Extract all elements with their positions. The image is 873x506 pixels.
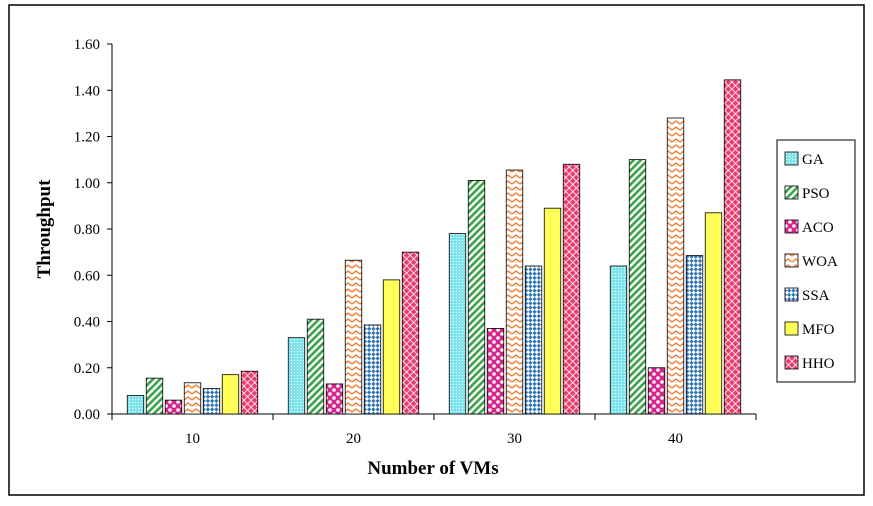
legend: GA PSO ACO WOA SSA MFO HHO (776, 139, 856, 383)
bar-woa-40 (666, 117, 685, 415)
legend-swatch-hho (784, 355, 799, 370)
legend-label-ssa: SSA (802, 288, 830, 304)
y-tick-label: 1.40 (74, 83, 100, 99)
bar-pso-10 (145, 377, 164, 415)
legend-label-aco: ACO (802, 220, 834, 236)
bars (126, 79, 742, 415)
bar-ssa-20 (363, 324, 382, 415)
bar-ssa-10 (202, 388, 221, 415)
y-tick-label: 1.20 (74, 130, 100, 146)
y-tick-label: 0.20 (74, 361, 100, 377)
legend-swatch-ga (784, 151, 799, 166)
bar-pso-40 (628, 159, 647, 415)
legend-label-pso: PSO (802, 186, 830, 202)
bar-woa-30 (505, 169, 524, 415)
bar-ga-30 (448, 233, 467, 415)
bar-ga-10 (126, 395, 145, 415)
bar-aco-20 (325, 383, 344, 415)
bar-pso-20 (306, 318, 325, 415)
legend-label-mfo: MFO (802, 322, 835, 338)
bar-hho-10 (240, 370, 259, 415)
legend-swatch-aco (784, 219, 799, 234)
bar-pso-30 (467, 180, 486, 415)
bar-mfo-20 (382, 279, 401, 415)
y-tick-label: 1.00 (74, 176, 100, 192)
bar-woa-10 (183, 382, 202, 415)
bar-mfo-30 (543, 207, 562, 415)
bar-mfo-10 (221, 374, 240, 415)
y-axis-label: Throughput (34, 179, 55, 279)
legend-swatch-mfo (784, 321, 799, 336)
legend-label-ga: GA (802, 152, 824, 168)
legend-swatch-ssa (784, 287, 799, 302)
bar-aco-10 (164, 399, 183, 415)
bar-aco-40 (647, 367, 666, 415)
y-tick-label: 1.60 (74, 37, 100, 53)
bar-ssa-40 (685, 255, 704, 415)
y-tick-label: 0.60 (74, 268, 100, 284)
legend-label-hho: HHO (802, 356, 835, 372)
legend-swatch-woa (784, 253, 799, 268)
bar-ga-40 (609, 265, 628, 415)
y-tick-label: 0.80 (74, 222, 100, 238)
bar-ssa-30 (524, 265, 543, 415)
bar-ga-20 (287, 337, 306, 415)
y-tick-label: 0.00 (74, 407, 100, 423)
x-tick-label: 20 (346, 431, 361, 447)
x-tick-label: 40 (668, 431, 683, 447)
bar-aco-30 (486, 328, 505, 415)
legend-label-woa: WOA (802, 254, 838, 270)
y-tick-label: 0.40 (74, 315, 100, 331)
legend-swatch-pso (784, 185, 799, 200)
x-tick-label: 10 (185, 431, 200, 447)
bar-hho-30 (562, 163, 581, 415)
bar-mfo-40 (704, 212, 723, 415)
x-tick-label: 30 (507, 431, 522, 447)
bar-hho-20 (401, 251, 420, 415)
bar-woa-20 (344, 259, 363, 415)
bar-hho-40 (723, 79, 742, 415)
x-axis-label: Number of VMs (367, 458, 498, 479)
